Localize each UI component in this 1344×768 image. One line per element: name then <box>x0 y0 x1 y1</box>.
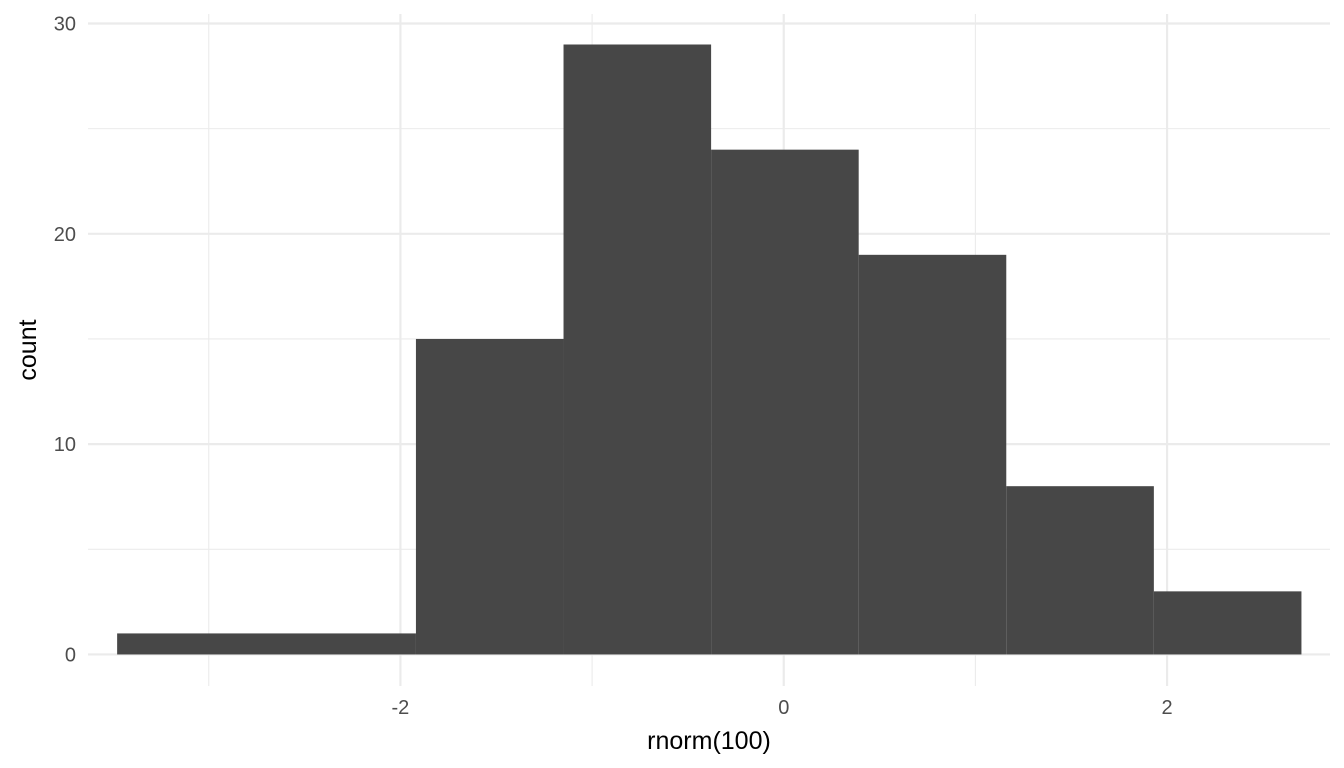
histogram-bar <box>1153 591 1302 655</box>
x-tick-label: 2 <box>1162 697 1173 719</box>
histogram-bar <box>563 44 712 655</box>
histogram-bar <box>858 254 1007 655</box>
histogram-bar <box>711 149 859 655</box>
x-tick-label: -2 <box>392 697 410 719</box>
y-axis-title: count <box>14 319 42 380</box>
histogram-bar <box>117 633 416 655</box>
histogram-bars <box>117 44 1302 655</box>
histogram-bar <box>1006 486 1154 655</box>
y-axis-ticks: 0 10 20 30 <box>54 13 76 666</box>
x-axis-ticks: -2 0 2 <box>392 697 1173 719</box>
y-tick-label: 10 <box>54 434 76 456</box>
y-tick-label: 30 <box>54 13 76 35</box>
y-tick-label: 20 <box>54 224 76 246</box>
y-tick-label: 0 <box>65 644 76 666</box>
x-axis-title: rnorm(100) <box>647 727 771 755</box>
histogram-bar <box>415 338 564 655</box>
x-tick-label: 0 <box>778 697 789 719</box>
